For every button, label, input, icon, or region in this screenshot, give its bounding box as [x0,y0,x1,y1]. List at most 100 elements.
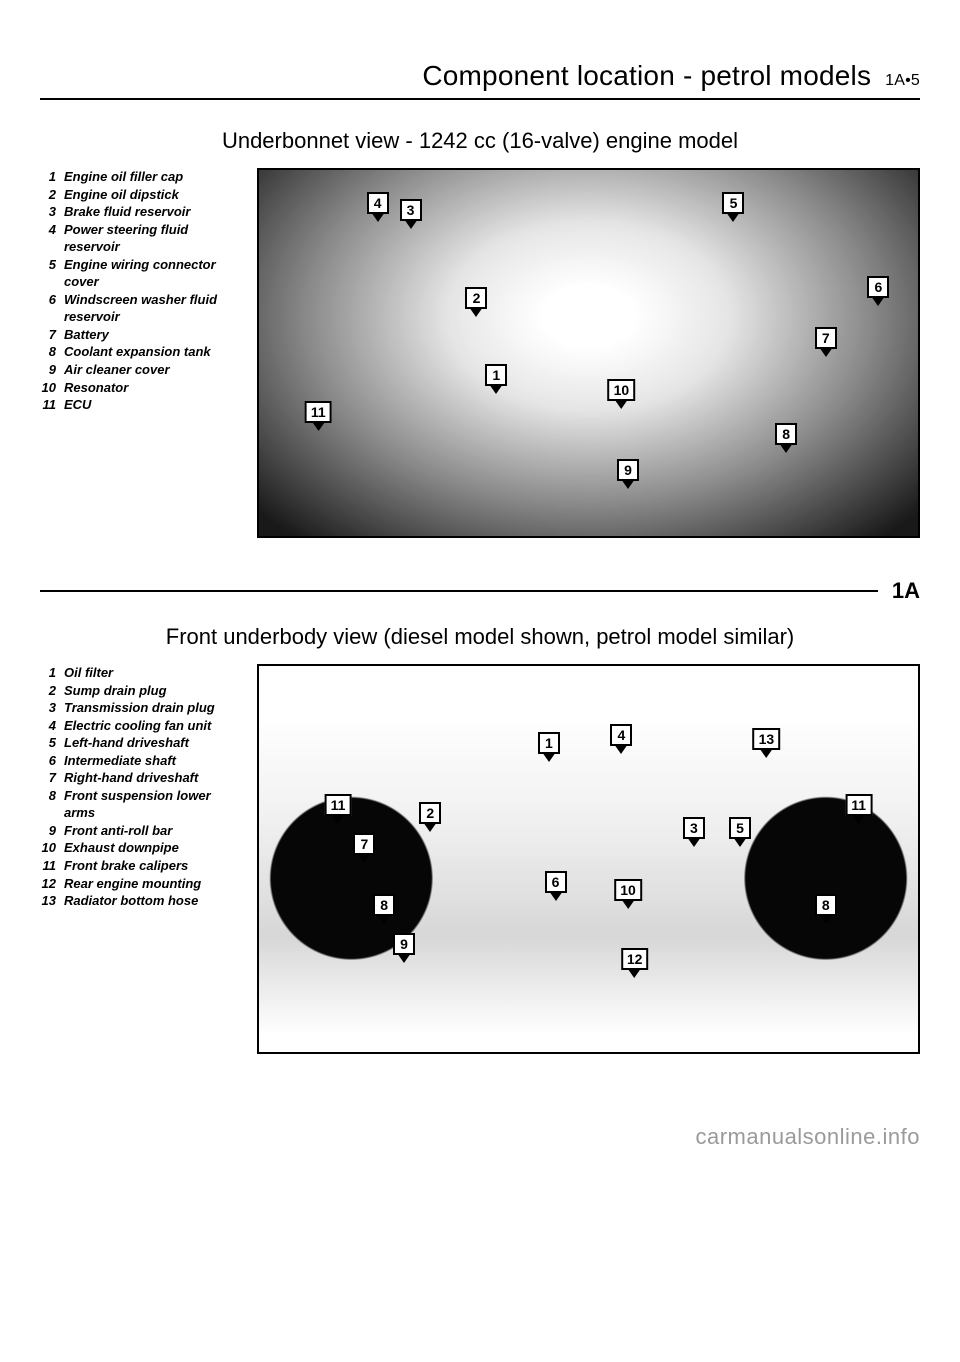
legend-label: Coolant expansion tank [64,343,245,361]
legend-row: 9Front anti-roll bar [40,822,245,840]
callout-label: 9 [617,459,639,481]
legend-row: 6Intermediate shaft [40,752,245,770]
callout-label: 10 [608,379,636,401]
page-title-ref: 1A•5 [885,72,920,89]
legend-number: 8 [40,343,64,361]
legend-row: 2Sump drain plug [40,682,245,700]
callout-label: 4 [367,192,389,214]
footer-url: carmanualsonline.info [40,1124,920,1150]
page-header: Component location - petrol models 1A•5 [40,60,920,100]
legend-number: 5 [40,256,64,291]
legend-number: 3 [40,699,64,717]
legend-number: 9 [40,361,64,379]
callout-label: 12 [621,948,649,970]
callout-label: 7 [815,327,837,349]
legend-row: 2Engine oil dipstick [40,186,245,204]
legend-row: 5Engine wiring connector cover [40,256,245,291]
page-title-main: Component location - petrol models [422,60,871,91]
callout-label: 8 [775,423,797,445]
legend-row: 12Rear engine mounting [40,875,245,893]
legend-label: Resonator [64,379,245,397]
legend-number: 11 [40,396,64,414]
legend-number: 2 [40,682,64,700]
legend-row: 11ECU [40,396,245,414]
legend-row: 10Resonator [40,379,245,397]
legend-row: 4Electric cooling fan unit [40,717,245,735]
legend-label: Front suspension lower arms [64,787,245,822]
legend-row: 4Power steering fluid reservoir [40,221,245,256]
callout-label: 8 [373,894,395,916]
legend-number: 11 [40,857,64,875]
callout-label: 5 [729,817,751,839]
legend-number: 10 [40,379,64,397]
page-title: Component location - petrol models 1A•5 [40,60,920,92]
callout-label: 11 [305,401,332,423]
legend-label: Intermediate shaft [64,752,245,770]
callout-label: 13 [753,728,781,750]
callout-label: 2 [419,802,441,824]
section-divider: 1A [40,578,920,604]
legend-number: 9 [40,822,64,840]
legend-label: Battery [64,326,245,344]
callout-label: 10 [614,879,642,901]
legend-label: Left-hand driveshaft [64,734,245,752]
legend-row: 7Battery [40,326,245,344]
callout-label: 6 [867,276,889,298]
legend-label: Transmission drain plug [64,699,245,717]
divider-line [40,590,878,592]
legend-label: Power steering fluid reservoir [64,221,245,256]
legend-row: 13Radiator bottom hose [40,892,245,910]
legend-number: 3 [40,203,64,221]
legend-row: 10Exhaust downpipe [40,839,245,857]
legend-number: 1 [40,664,64,682]
legend-row: 11Front brake calipers [40,857,245,875]
legend-label: Right-hand driveshaft [64,769,245,787]
legend-row: 9Air cleaner cover [40,361,245,379]
callout-label: 3 [683,817,705,839]
section-title-bottom: Front underbody view (diesel model shown… [40,624,920,650]
callout-label: 8 [815,894,837,916]
legend-label: Engine oil dipstick [64,186,245,204]
callout-label: 1 [485,364,507,386]
callout-label: 4 [610,724,632,746]
callout-label: 7 [353,833,375,855]
legend-row: 3Transmission drain plug [40,699,245,717]
legend-label: Air cleaner cover [64,361,245,379]
legend-row: 8Coolant expansion tank [40,343,245,361]
legend-number: 7 [40,326,64,344]
legend-label: Sump drain plug [64,682,245,700]
legend-label: Front brake calipers [64,857,245,875]
legend-label: Exhaust downpipe [64,839,245,857]
callout-label: 6 [545,871,567,893]
legend-row: 7Right-hand driveshaft [40,769,245,787]
manual-page: Component location - petrol models 1A•5 … [0,0,960,1250]
legend-label: Rear engine mounting [64,875,245,893]
legend-bottom: 1Oil filter2Sump drain plug3Transmission… [40,664,245,910]
legend-label: Engine wiring connector cover [64,256,245,291]
legend-number: 4 [40,717,64,735]
section-title-top: Underbonnet view - 1242 cc (16-valve) en… [40,128,920,154]
callout-label: 9 [393,933,415,955]
figure-underbonnet: 1234567891011 [257,168,920,538]
legend-row: 6Windscreen washer fluid reservoir [40,291,245,326]
section-top: 1Engine oil filler cap2Engine oil dipsti… [40,168,920,538]
legend-label: Brake fluid reservoir [64,203,245,221]
legend-number: 10 [40,839,64,857]
section-bottom: 1Oil filter2Sump drain plug3Transmission… [40,664,920,1054]
legend-label: Front anti-roll bar [64,822,245,840]
callout-label: 3 [400,199,422,221]
legend-row: 8Front suspension lower arms [40,787,245,822]
legend-row: 1Oil filter [40,664,245,682]
callout-label: 5 [722,192,744,214]
legend-row: 5Left-hand driveshaft [40,734,245,752]
legend-number: 6 [40,752,64,770]
legend-number: 5 [40,734,64,752]
legend-number: 13 [40,892,64,910]
legend-number: 1 [40,168,64,186]
callout-label: 11 [845,794,872,816]
legend-number: 6 [40,291,64,326]
callout-label: 1 [538,732,560,754]
callout-label: 11 [325,794,352,816]
legend-number: 7 [40,769,64,787]
legend-number: 12 [40,875,64,893]
